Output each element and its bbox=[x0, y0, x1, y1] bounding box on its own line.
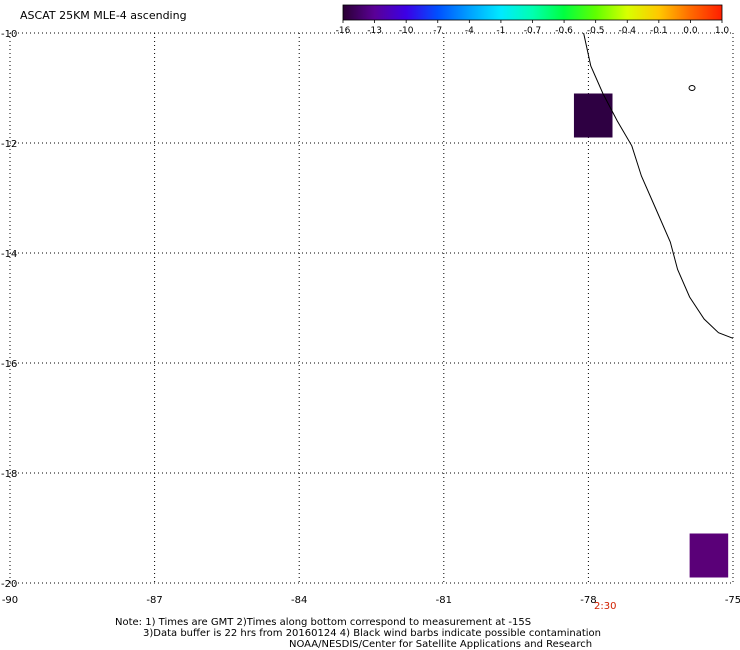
y-tick-label: -14 bbox=[1, 249, 17, 260]
colorbar-label: 1.0 bbox=[715, 26, 730, 36]
data-cells bbox=[573, 93, 729, 578]
y-tick-label: -12 bbox=[1, 139, 17, 150]
x-tick-label: -90 bbox=[2, 595, 18, 606]
chart-title: ASCAT 25KM MLE-4 ascending bbox=[20, 9, 187, 22]
x-tick-label: -84 bbox=[291, 595, 307, 606]
x-tick-label: -75 bbox=[725, 595, 740, 606]
x-tick-label: -78 bbox=[580, 595, 596, 606]
y-tick-labels: -10 -12 -14 -16 -18 -20 bbox=[1, 29, 17, 590]
colorbar-label: -0.7 bbox=[524, 26, 542, 36]
y-tick-label: -16 bbox=[1, 359, 17, 370]
colorbar-label: -4 bbox=[465, 26, 474, 36]
island-outline bbox=[688, 85, 696, 91]
colorbar-label: -0.4 bbox=[618, 26, 636, 36]
colorbar-bar bbox=[342, 4, 723, 21]
colorbar-label: -0.6 bbox=[555, 26, 573, 36]
colorbar-label: 0.0 bbox=[683, 26, 698, 36]
coastline-path bbox=[583, 32, 734, 339]
footnote-line-1: Note: 1) Times are GMT 2)Times along bot… bbox=[115, 617, 531, 628]
footnote-line-3: NOAA/NESDIS/Center for Satellite Applica… bbox=[289, 639, 592, 650]
y-tick-label: -20 bbox=[1, 579, 17, 590]
colorbar-label: -16 bbox=[336, 26, 351, 36]
colorbar-label: -7 bbox=[433, 26, 442, 36]
colorbar-label: -0.5 bbox=[587, 26, 605, 36]
colorbar: -16 -13 -10 -7 -4 -1 -0.7 -0.6 -0.5 -0.4 -0.1 0.0 1.… bbox=[336, 4, 730, 36]
x-tick-labels: -90 -87 -84 -81 -78 -75 bbox=[2, 595, 740, 606]
colorbar-label: -0.1 bbox=[650, 26, 668, 36]
x-tick-label: -81 bbox=[436, 595, 452, 606]
y-tick-label: -10 bbox=[1, 29, 17, 40]
colorbar-label: -1 bbox=[496, 26, 505, 36]
colorbar-label: -13 bbox=[367, 26, 382, 36]
data-cell bbox=[573, 93, 613, 138]
map-grid bbox=[9, 32, 734, 584]
colorbar-label: -10 bbox=[399, 26, 414, 36]
coastline bbox=[583, 32, 734, 339]
footnote-line-2: 3)Data buffer is 22 hrs from 20160124 4)… bbox=[143, 628, 601, 639]
x-tick-label: -87 bbox=[146, 595, 162, 606]
data-cell bbox=[689, 533, 729, 578]
time-label: 2:30 bbox=[594, 601, 616, 612]
y-tick-label: -18 bbox=[1, 469, 17, 480]
